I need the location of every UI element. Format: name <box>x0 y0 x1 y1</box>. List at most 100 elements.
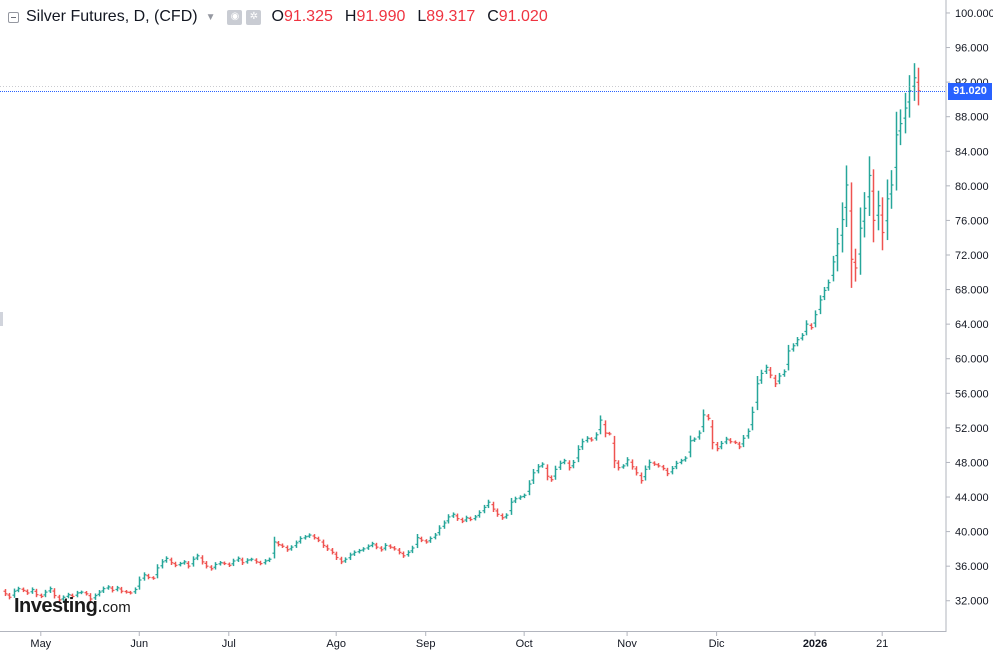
ohlc-bar <box>491 501 496 512</box>
ohlc-bar <box>222 561 227 566</box>
chart-legend: Silver Futures, D, (CFD) ▼ ◉ ✲ O91.325 H… <box>8 6 548 28</box>
ohlc-bar <box>263 559 268 565</box>
ohlc-bar <box>468 516 473 522</box>
ohlc-bar <box>715 442 720 452</box>
ohlc-bar <box>272 536 277 559</box>
ohlc-bar <box>656 463 661 468</box>
ohlc-bar <box>428 536 433 543</box>
ohlc-bar <box>30 587 35 594</box>
ohlc-bar <box>764 364 769 374</box>
ohlc-bar <box>101 586 106 593</box>
ohlc-bar <box>169 557 174 565</box>
ohlc-bar <box>191 556 196 567</box>
ohlc-bar <box>737 441 742 450</box>
ohlc-bar <box>800 333 805 341</box>
ohlc-bar <box>612 435 617 469</box>
ohlc-bar <box>276 540 281 547</box>
collapse-icon[interactable] <box>8 11 19 23</box>
ohlc-bar <box>643 465 648 481</box>
ohlc-bar <box>280 543 285 548</box>
y-tick-label: 44.000 <box>955 492 989 504</box>
ohlc-bar <box>710 420 715 450</box>
ohlc-bar <box>3 589 8 597</box>
logo-main: Investing <box>14 595 98 617</box>
ohlc-bar <box>500 513 505 520</box>
gear-icon[interactable]: ✲ <box>246 9 262 25</box>
ohlc-bar <box>553 465 558 480</box>
ohlc-bar <box>160 559 165 569</box>
ohlc-bar <box>589 437 594 442</box>
ohlc-bar <box>759 369 764 384</box>
ohlc-bar <box>773 374 778 388</box>
ohlc-bar <box>674 460 679 470</box>
ohlc-bar <box>849 182 854 288</box>
ohlc-bar <box>25 589 30 595</box>
symbol-title[interactable]: Silver Futures, D, (CFD) <box>26 8 198 25</box>
ohlc-bar <box>876 190 881 231</box>
ohlc-bar <box>634 466 639 476</box>
ohlc-bar <box>518 495 523 500</box>
ohlc-values: O91.325 H91.990 L89.317 C91.020 <box>271 8 547 26</box>
ohlc-bar <box>7 592 12 600</box>
ohlc-bar <box>683 456 688 462</box>
ohlc-bar <box>370 541 375 548</box>
ohlc-bar <box>419 536 424 543</box>
y-tick-label: 80.000 <box>955 181 989 193</box>
ohlc-bar <box>388 544 393 549</box>
ohlc-bar <box>88 593 93 602</box>
ohlc-bar <box>200 555 205 565</box>
x-tick-label: Oct <box>516 638 533 650</box>
ohlc-bar <box>616 460 621 471</box>
ohlc-bar <box>460 517 465 524</box>
investing-logo: Investing.com <box>14 595 131 618</box>
ohlc-bar <box>670 466 675 475</box>
ohlc-bar <box>285 545 290 552</box>
last-price-tag: 91.020 <box>948 82 992 100</box>
ohlc-bar <box>21 587 26 593</box>
ohlc-bar <box>750 406 755 431</box>
eye-icon[interactable]: ◉ <box>227 9 243 25</box>
y-tick-label: 72.000 <box>955 250 989 262</box>
left-edge-handle[interactable] <box>0 312 3 326</box>
ohlc-bar <box>549 475 554 482</box>
ohlc-bar <box>75 590 80 598</box>
ohlc-bar <box>621 464 626 469</box>
ohlc-bar <box>446 514 451 524</box>
ohlc-bar <box>316 536 321 543</box>
ohlc-bar <box>598 415 603 435</box>
ohlc-bar <box>576 445 581 463</box>
ohlc-bar <box>97 590 102 597</box>
ohlc-bar <box>907 75 912 118</box>
ohlc-high: H91.990 <box>344 8 406 25</box>
ohlc-bar <box>128 590 133 595</box>
ohlc-bar <box>142 572 147 581</box>
y-tick-label: 100.000 <box>955 8 993 20</box>
ohlc-bar <box>482 504 487 514</box>
ohlc-bar <box>52 588 57 599</box>
ohlc-bar <box>477 510 482 518</box>
y-tick-label: 36.000 <box>955 561 989 573</box>
ohlc-bar <box>885 179 890 241</box>
ohlc-bar <box>392 546 397 551</box>
ohlc-bar <box>867 156 872 216</box>
ohlc-bar <box>115 585 120 592</box>
ohlc-bar <box>294 540 299 548</box>
ohlc-bar <box>473 515 478 521</box>
ohlc-bar <box>182 560 187 565</box>
ohlc-bar <box>741 434 746 448</box>
x-tick-label: Dic <box>709 638 725 650</box>
ohlc-bar <box>12 588 17 598</box>
ohlc-bar <box>119 586 124 594</box>
ohlc-bar <box>195 553 200 561</box>
ohlc-bar <box>558 460 563 470</box>
x-tick-label: May <box>30 638 51 650</box>
ohlc-bar <box>831 255 836 282</box>
ohlc-bar <box>822 286 827 301</box>
ohlc-bar <box>236 556 241 562</box>
chevron-down-icon[interactable]: ▼ <box>205 11 216 23</box>
ohlc-bar <box>625 457 630 467</box>
y-tick-label: 64.000 <box>955 319 989 331</box>
ohlc-bar <box>903 92 908 134</box>
ohlc-bar <box>464 515 469 523</box>
